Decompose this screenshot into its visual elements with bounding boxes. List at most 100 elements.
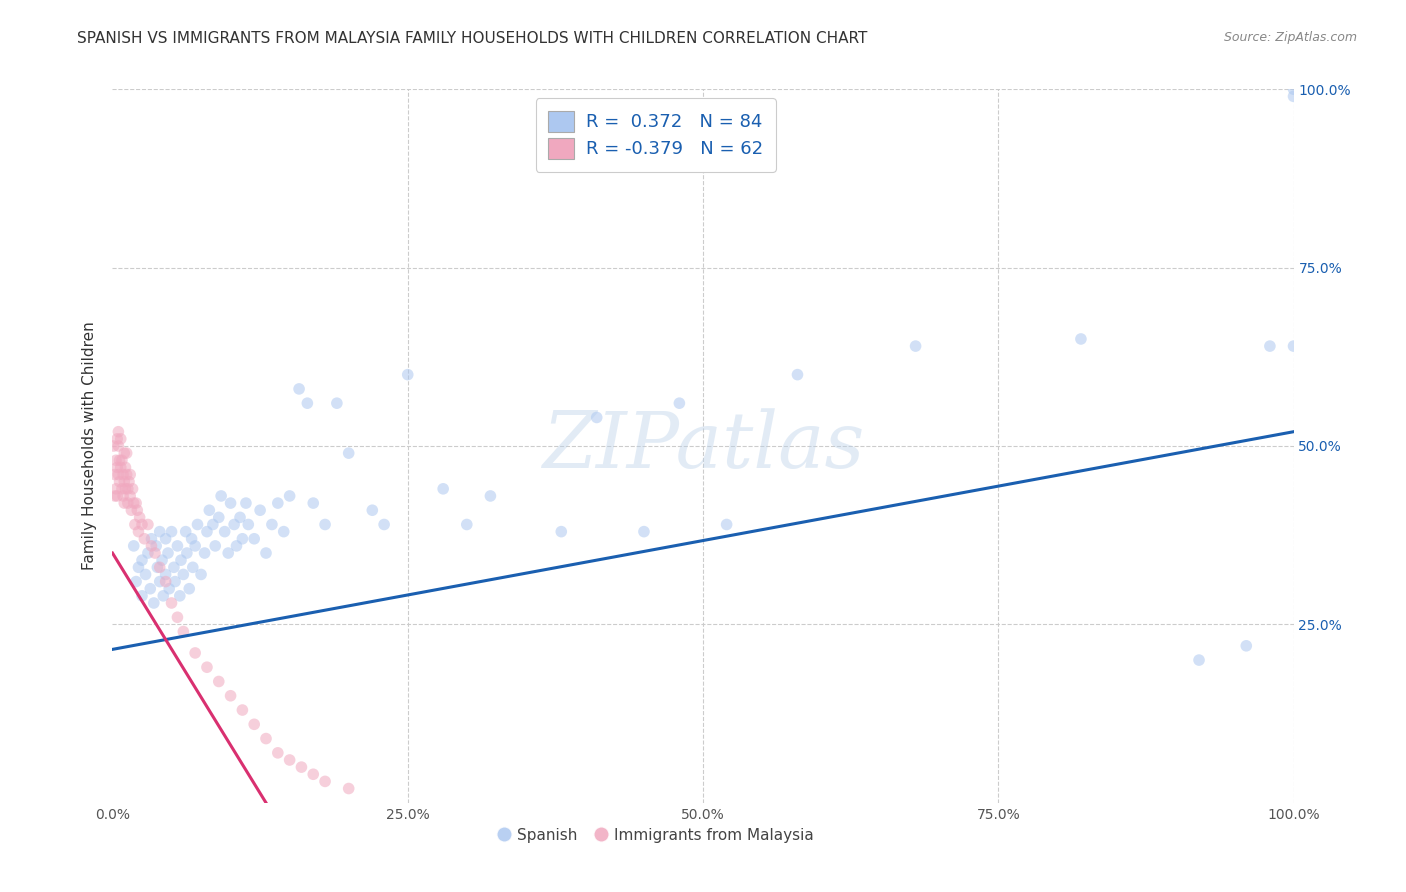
Point: [904, 339, 927, 353]
Point: [716, 517, 738, 532]
Point: [112, 475, 135, 489]
Point: [181, 560, 204, 574]
Point: [152, 589, 174, 603]
Point: [165, 574, 187, 589]
Point: [204, 539, 226, 553]
Point: [117, 496, 139, 510]
Point: [120, 467, 142, 482]
Point: [166, 610, 188, 624]
Point: [114, 482, 136, 496]
Point: [180, 532, 202, 546]
Point: [668, 396, 690, 410]
Point: [208, 510, 231, 524]
Point: [112, 467, 135, 482]
Point: [131, 517, 153, 532]
Point: [107, 425, 129, 439]
Point: [124, 517, 146, 532]
Point: [217, 546, 239, 560]
Point: [337, 446, 360, 460]
Point: [326, 396, 349, 410]
Point: [170, 553, 193, 567]
Point: [302, 767, 325, 781]
Point: [111, 482, 134, 496]
Point: [550, 524, 572, 539]
Point: [314, 774, 336, 789]
Point: [290, 760, 312, 774]
Point: [108, 453, 131, 467]
Point: [267, 746, 290, 760]
Point: [302, 496, 325, 510]
Point: [127, 503, 149, 517]
Point: [184, 539, 207, 553]
Point: [146, 560, 169, 574]
Point: [122, 496, 145, 510]
Point: [105, 453, 128, 467]
Point: [150, 553, 173, 567]
Point: [105, 460, 128, 475]
Legend: Spanish, Immigrants from Malaysia: Spanish, Immigrants from Malaysia: [492, 822, 820, 848]
Text: Source: ZipAtlas.com: Source: ZipAtlas.com: [1223, 31, 1357, 45]
Point: [160, 596, 183, 610]
Point: [194, 546, 217, 560]
Point: [149, 524, 172, 539]
Point: [297, 396, 319, 410]
Point: [235, 496, 257, 510]
Point: [107, 467, 129, 482]
Point: [1070, 332, 1092, 346]
Point: [1282, 82, 1305, 96]
Point: [131, 553, 153, 567]
Point: [125, 496, 148, 510]
Point: [214, 524, 236, 539]
Point: [105, 432, 128, 446]
Point: [373, 517, 395, 532]
Point: [156, 546, 179, 560]
Point: [143, 546, 166, 560]
Point: [122, 539, 145, 553]
Point: [243, 532, 266, 546]
Point: [231, 532, 253, 546]
Point: [260, 517, 283, 532]
Point: [172, 567, 194, 582]
Point: [136, 517, 159, 532]
Text: SPANISH VS IMMIGRANTS FROM MALAYSIA FAMILY HOUSEHOLDS WITH CHILDREN CORRELATION : SPANISH VS IMMIGRANTS FROM MALAYSIA FAMI…: [77, 31, 868, 46]
Point: [141, 539, 163, 553]
Point: [121, 482, 143, 496]
Point: [209, 489, 232, 503]
Point: [145, 539, 167, 553]
Point: [1188, 653, 1211, 667]
Point: [136, 546, 159, 560]
Point: [117, 482, 139, 496]
Point: [166, 539, 188, 553]
Point: [125, 574, 148, 589]
Point: [337, 781, 360, 796]
Point: [160, 524, 183, 539]
Point: [110, 460, 132, 475]
Point: [238, 517, 260, 532]
Point: [208, 674, 231, 689]
Point: [1234, 639, 1257, 653]
Point: [176, 546, 198, 560]
Point: [456, 517, 478, 532]
Point: [115, 467, 138, 482]
Point: [432, 482, 454, 496]
Point: [254, 731, 277, 746]
Point: [163, 560, 186, 574]
Point: [104, 467, 127, 482]
Point: [127, 524, 149, 539]
Point: [273, 524, 295, 539]
Point: [157, 582, 180, 596]
Point: [128, 510, 150, 524]
Point: [114, 460, 136, 475]
Point: [112, 496, 135, 510]
Point: [105, 489, 128, 503]
Point: [314, 517, 336, 532]
Point: [155, 574, 177, 589]
Point: [249, 503, 271, 517]
Point: [142, 596, 165, 610]
Point: [111, 453, 134, 467]
Point: [127, 560, 149, 574]
Point: [195, 660, 218, 674]
Point: [107, 439, 129, 453]
Point: [186, 517, 208, 532]
Point: [134, 532, 156, 546]
